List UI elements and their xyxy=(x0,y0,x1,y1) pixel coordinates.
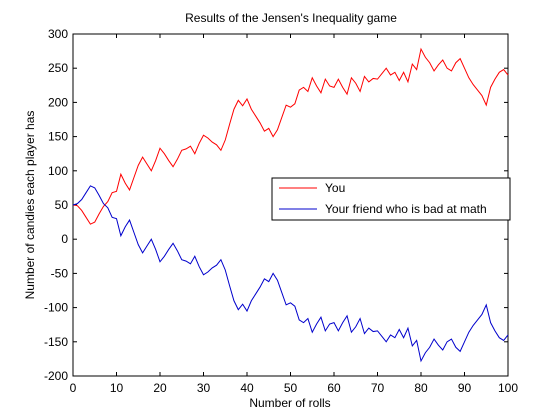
legend: You Your friend who is bad at math xyxy=(271,177,511,221)
x-tick-label: 10 xyxy=(110,381,124,395)
x-axis-label: Number of rolls xyxy=(249,396,330,410)
y-tick-label: 100 xyxy=(48,164,68,178)
x-tick-label: 90 xyxy=(458,381,472,395)
x-tick-label: 20 xyxy=(153,381,167,395)
x-tick-label: 80 xyxy=(414,381,428,395)
series-line-friend xyxy=(72,185,509,363)
y-tick-label: -100 xyxy=(44,301,68,315)
y-axis-label: Number of candies each player has xyxy=(23,111,37,300)
x-tick-label: 60 xyxy=(327,381,341,395)
y-tick-label: 300 xyxy=(48,27,68,41)
y-tick-label: 200 xyxy=(48,95,68,109)
y-tick-label: -50 xyxy=(51,266,69,280)
legend-box xyxy=(271,177,511,221)
x-axis: 0 10 20 30 40 50 60 70 80 90 100 xyxy=(70,34,518,395)
legend-label-you: You xyxy=(325,181,345,195)
y-tick-label: 250 xyxy=(48,61,68,75)
x-tick-label: 70 xyxy=(371,381,385,395)
y-axis: -200 -150 -100 -50 0 50 100 150 200 250 300 xyxy=(44,27,508,383)
y-tick-label: 50 xyxy=(55,198,69,212)
x-tick-label: 30 xyxy=(197,381,211,395)
x-tick-label: 50 xyxy=(284,381,298,395)
x-tick-label: 40 xyxy=(240,381,254,395)
legend-label-friend: Your friend who is bad at math xyxy=(325,202,487,216)
y-tick-label: -150 xyxy=(44,335,68,349)
y-tick-label: 0 xyxy=(61,232,68,246)
chart-title: Results of the Jensen's Inequality game xyxy=(185,11,397,25)
x-tick-label: 100 xyxy=(498,381,518,395)
y-tick-label: -200 xyxy=(44,369,68,383)
x-tick-label: 0 xyxy=(70,381,77,395)
series-group xyxy=(72,47,509,363)
series-line-you xyxy=(72,47,509,225)
y-tick-label: 150 xyxy=(48,130,68,144)
